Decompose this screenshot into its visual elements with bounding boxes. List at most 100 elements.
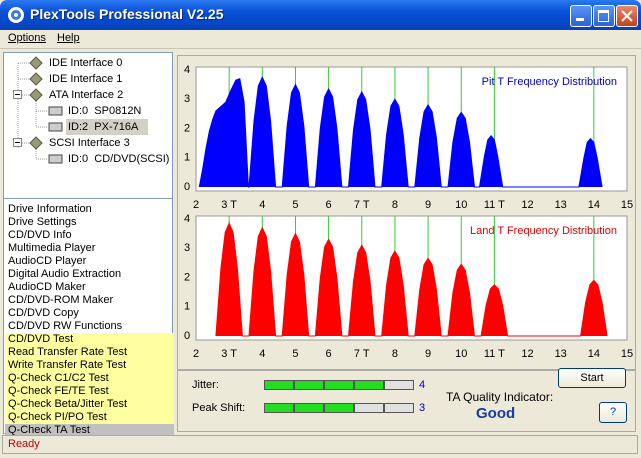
window-title: PlexTools Professional V2.25 (30, 6, 224, 22)
function-item[interactable]: Read Transfer Rate Test (5, 346, 174, 359)
y-tick-label: 4 (184, 64, 190, 76)
meter-segment (354, 380, 384, 390)
distribution-area (198, 75, 603, 188)
x-tick-label: 12 (521, 199, 533, 211)
x-tick-label: 13 (555, 199, 567, 211)
function-item[interactable]: AudioCD Maker (8, 281, 86, 293)
tree-lines (13, 56, 148, 164)
x-tick-label: 5 (292, 348, 298, 360)
meter-segment (264, 403, 294, 413)
x-tick-label: 14 (588, 348, 600, 360)
meter-segment (384, 380, 414, 390)
function-item[interactable]: CD/DVD Test (5, 333, 174, 346)
quality-label: TA Quality Indicator: (446, 390, 554, 404)
peak-shift-meter (264, 403, 424, 413)
function-item[interactable]: AudioCD Player (8, 255, 87, 267)
y-tick-label: 0 (184, 181, 190, 193)
chart-title: Pit T Frequency Distribution (482, 76, 617, 88)
function-item[interactable]: CD/DVD RW Functions (8, 320, 123, 332)
meter-segment (354, 403, 384, 413)
peak-shift-label: Peak Shift: (192, 402, 246, 414)
y-tick-label: 1 (184, 301, 190, 313)
x-tick-label: 3 T (221, 348, 237, 360)
status-bar: Ready (2, 435, 638, 454)
tree-item[interactable]: SCSI Interface 3 (49, 137, 130, 149)
function-item[interactable]: CD/DVD Info (8, 229, 72, 241)
minimize-button[interactable] (570, 5, 592, 27)
x-tick-label: 8 (392, 199, 398, 211)
quality-value: Good (476, 405, 516, 422)
x-tick-label: 2 (193, 199, 199, 211)
x-tick-label: 6 (326, 199, 332, 211)
menu-item[interactable]: Options (8, 32, 46, 44)
x-tick-label: 3 T (221, 199, 237, 211)
function-item[interactable]: Drive Settings (8, 216, 77, 228)
x-tick-label: 7 T (354, 348, 370, 360)
x-tick-label: 12 (521, 348, 533, 360)
y-tick-label: 2 (184, 122, 190, 134)
results-panel: Jitter: 4 Peak Shift: 3 TA Quality Indic… (177, 368, 636, 432)
x-tick-label: 11 T (484, 199, 505, 211)
function-item[interactable]: Drive Information (8, 203, 92, 215)
function-item[interactable]: Q-Check FE/TE Test (5, 385, 174, 398)
tree-item[interactable]: IDE Interface 1 (49, 73, 123, 85)
x-tick-label: 15 (621, 199, 633, 211)
meter-segment (294, 380, 324, 390)
y-tick-label: 1 (184, 152, 190, 164)
maximize-button[interactable] (593, 5, 615, 27)
tree-item[interactable]: ID:0 SP0812N (68, 105, 142, 117)
function-item[interactable]: Digital Audio Extraction (8, 268, 122, 280)
meter-segment (264, 380, 294, 390)
x-tick-label: 11 T (484, 348, 505, 360)
help-button[interactable]: ? (599, 402, 627, 423)
x-tick-label: 15 (621, 348, 633, 360)
x-tick-label: 10 (455, 199, 467, 211)
function-item[interactable]: Q-Check PI/PO Test (5, 411, 174, 424)
x-tick-label: 4 (259, 348, 265, 360)
tree-item[interactable]: ATA Interface 2 (49, 89, 124, 101)
x-tick-label: 2 (193, 348, 199, 360)
y-tick-label: 4 (184, 213, 190, 225)
start-button[interactable]: Start (558, 368, 626, 388)
x-tick-label: 14 (588, 199, 600, 211)
status-text: Ready (8, 438, 40, 450)
menu-item[interactable]: Help (57, 32, 80, 44)
drive-tree: IDE Interface 0 IDE Interface 1 ATA Inte… (3, 52, 173, 199)
function-item[interactable]: CD/DVD Copy (8, 307, 79, 319)
x-tick-label: 4 (259, 199, 265, 211)
function-list: Drive Information Drive Settings CD/DVD In… (3, 198, 174, 437)
x-tick-label: 5 (292, 199, 298, 211)
tree-item[interactable]: ID:2 PX-716A (68, 121, 139, 133)
x-tick-label: 10 (455, 348, 467, 360)
title-bar: PlexTools Professional V2.25 (0, 0, 641, 30)
function-item[interactable]: Multimedia Player (8, 242, 96, 254)
function-item[interactable]: Q-Check C1/C2 Test (5, 372, 174, 385)
chart-title: Land T Frequency Distribution (470, 225, 617, 237)
close-button[interactable] (616, 5, 638, 27)
meter-segment (294, 403, 324, 413)
y-tick-label: 3 (184, 93, 190, 105)
peak-shift-value: 3 (419, 402, 426, 414)
x-tick-label: 9 (425, 348, 431, 360)
app-icon (8, 7, 24, 23)
x-tick-label: 6 (326, 348, 332, 360)
function-item[interactable]: Write Transfer Rate Test (5, 359, 174, 372)
jitter-meter (264, 380, 424, 390)
tree-item[interactable]: IDE Interface 0 (49, 57, 123, 69)
menu-bar: Options Help (0, 30, 641, 49)
y-tick-label: 2 (184, 271, 190, 283)
tree-item[interactable]: ID:0 CD/DVD(SCSI) (68, 153, 170, 165)
distribution-area (215, 222, 608, 337)
meter-segment (384, 403, 414, 413)
x-tick-label: 7 T (354, 199, 370, 211)
y-tick-label: 0 (184, 330, 190, 342)
y-tick-label: 3 (184, 242, 190, 254)
function-item[interactable]: CD/DVD-ROM Maker (8, 294, 114, 306)
jitter-value: 4 (419, 379, 426, 391)
function-item[interactable]: Q-Check TA Test (5, 424, 174, 437)
x-tick-label: 8 (392, 348, 398, 360)
function-item[interactable]: Q-Check Beta/Jitter Test (5, 398, 174, 411)
